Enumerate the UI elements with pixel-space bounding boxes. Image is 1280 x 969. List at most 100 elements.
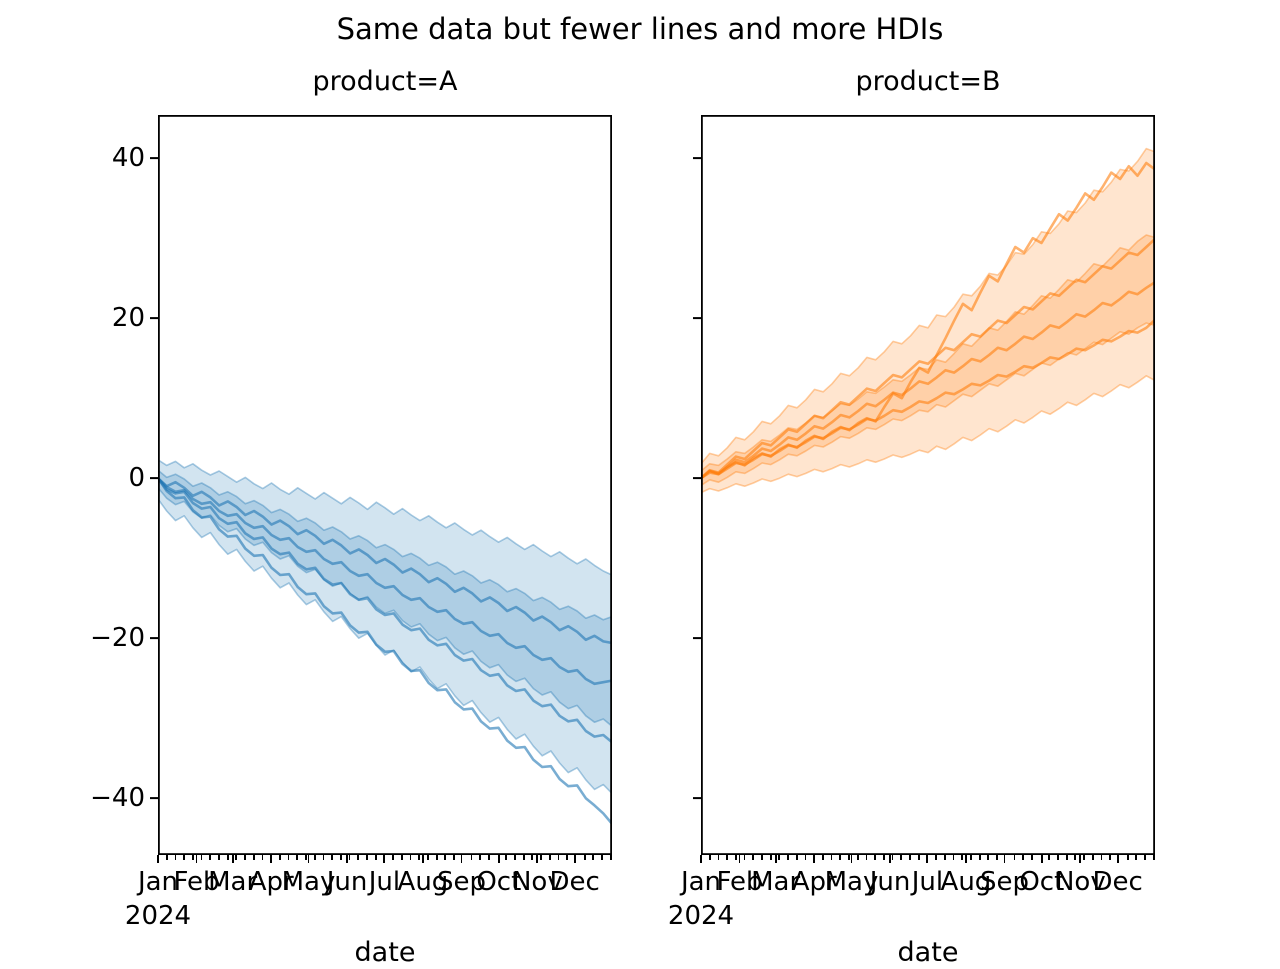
y-tick-0 <box>693 477 701 480</box>
x-tick-minor <box>961 855 964 860</box>
x-tick-minor <box>487 855 490 860</box>
x-tick-label-jan: Jan <box>680 867 722 897</box>
x-tick-minor <box>235 855 238 860</box>
x-tick-minor <box>557 855 560 860</box>
x-tick-minor <box>909 855 911 860</box>
x-tick-minor <box>366 855 368 860</box>
x-tick-minor <box>943 855 946 860</box>
hdi-band-inner-lower-edge <box>158 487 612 727</box>
y-tick--20 <box>150 637 158 640</box>
axes-spines <box>158 115 612 855</box>
x-tick-label-mar: Mar <box>751 867 801 897</box>
hdi-band-outer <box>158 459 612 794</box>
x-tick-minor <box>287 855 290 860</box>
sample-line-4 <box>701 318 1155 480</box>
x-tick-minor <box>218 855 220 860</box>
x-tick-label-feb: Feb <box>173 867 220 897</box>
x-tick-major-nov <box>536 855 539 863</box>
x-tick-label-may: May <box>281 867 336 897</box>
x-tick-major-feb <box>195 855 198 863</box>
y-tick-0 <box>150 477 158 480</box>
x-tick-minor <box>609 855 612 860</box>
x-tick-major-may <box>307 855 310 863</box>
x-tick-minor <box>743 855 746 860</box>
x-tick-major-jan <box>700 855 702 863</box>
x-tick-minor <box>778 855 781 860</box>
x-tick-minor <box>409 855 412 860</box>
hdi-band-outer <box>701 148 1155 493</box>
x-tick-minor <box>174 855 177 860</box>
x-tick-minor <box>252 855 255 860</box>
x-tick-minor <box>734 855 737 860</box>
y-tick-label--20: −20 <box>90 623 145 654</box>
x-tick-major-jul <box>383 855 386 863</box>
x-tick-minor <box>952 855 955 860</box>
x-tick-label-sep: Sep <box>979 867 1029 897</box>
x-tick-minor <box>322 855 325 860</box>
figure-title: Same data but fewer lines and more HDIs <box>336 12 944 46</box>
x-tick-major-dec <box>573 855 576 863</box>
x-tick-minor <box>874 855 877 860</box>
x-tick-minor <box>296 855 299 860</box>
x-tick-minor <box>479 855 482 860</box>
hdi-band-inner-upper-edge <box>158 469 612 621</box>
x-tick-label-jun: Jun <box>869 867 911 897</box>
x-tick-minor <box>531 855 534 860</box>
x-tick-major-nov <box>1079 855 1082 863</box>
x-tick-minor <box>522 855 525 860</box>
x-tick-label-oct: Oct <box>476 867 522 897</box>
x-tick-minor <box>592 855 595 860</box>
x-tick-minor <box>165 855 168 860</box>
x-tick-minor <box>374 855 377 860</box>
y-tick-label--40: −40 <box>90 783 145 814</box>
x-tick-minor <box>427 855 429 860</box>
x-tick-year-label: 2024 <box>124 901 192 931</box>
x-tick-label-feb: Feb <box>716 867 763 897</box>
x-tick-label-aug: Aug <box>397 867 449 897</box>
x-tick-minor <box>1100 855 1103 860</box>
x-tick-label-nov: Nov <box>1054 867 1106 897</box>
x-tick-minor <box>839 855 842 860</box>
x-tick-major-oct <box>1040 855 1043 863</box>
x-tick-major-jun <box>346 855 348 863</box>
x-tick-minor <box>996 855 998 860</box>
x-tick-label-apr: Apr <box>248 867 294 897</box>
x-tick-minor <box>357 855 360 860</box>
x-tick-minor <box>1109 855 1112 860</box>
x-tick-minor <box>209 855 212 860</box>
x-tick-minor <box>1144 855 1146 860</box>
x-tick-label-jul: Jul <box>911 867 944 897</box>
sample-line-4 <box>158 476 612 826</box>
x-tick-minor <box>278 855 281 860</box>
plot-area-product-b <box>701 115 1155 855</box>
sample-line-2 <box>158 476 612 686</box>
x-tick-label-sep: Sep <box>436 867 486 897</box>
plot-area-product-a <box>158 115 612 855</box>
x-tick-minor <box>708 855 711 860</box>
hdi-band-outer-upper-edge <box>701 147 1155 465</box>
x-tick-minor <box>1065 855 1068 860</box>
x-tick-minor <box>331 855 334 860</box>
x-tick-minor <box>987 855 990 860</box>
y-tick-label-0: 0 <box>128 463 145 494</box>
x-tick-minor <box>856 855 859 860</box>
subplot-product-a: product=A date 40 20 0 −20 −40 Jan 2024 Feb Mar A… <box>90 66 612 968</box>
x-tick-major-jul <box>926 855 929 863</box>
x-axis-label-a: date <box>354 937 416 968</box>
x-tick-minor <box>540 855 542 860</box>
x-tick-minor <box>970 855 972 860</box>
sample-line-3 <box>158 476 612 744</box>
x-tick-minor <box>795 855 798 860</box>
x-tick-major-apr <box>813 855 816 863</box>
x-tick-major-dec <box>1116 855 1119 863</box>
sample-line-1 <box>158 476 612 645</box>
x-tick-label-jan: Jan <box>137 867 179 897</box>
x-tick-minor <box>935 855 937 860</box>
x-tick-minor <box>1030 855 1033 860</box>
x-tick-label-may: May <box>824 867 879 897</box>
subplot-title-a: product=A <box>312 66 458 97</box>
x-tick-minor <box>865 855 868 860</box>
x-tick-major-sep <box>1003 855 1006 863</box>
x-tick-minor <box>505 855 508 860</box>
x-tick-minor <box>761 855 763 860</box>
